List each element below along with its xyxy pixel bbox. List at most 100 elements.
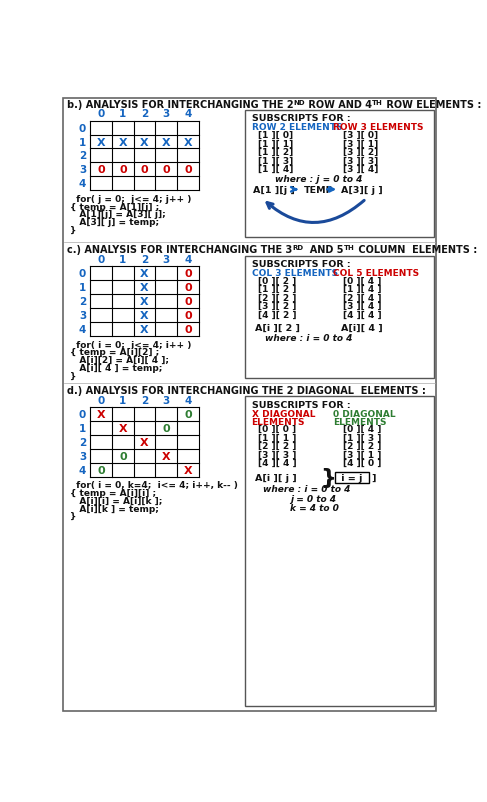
- Text: [1 ][ 4 ]: [1 ][ 4 ]: [343, 285, 381, 294]
- Text: where : i = 0 to 4: where : i = 0 to 4: [265, 334, 353, 343]
- Text: 0: 0: [79, 269, 86, 279]
- Text: }: }: [320, 468, 336, 488]
- Text: 0: 0: [119, 165, 127, 175]
- Text: [3 ][ 4]: [3 ][ 4]: [343, 164, 378, 174]
- Text: for( i = 0;  i<= 4; i++ ): for( i = 0; i<= 4; i++ ): [70, 340, 191, 349]
- Text: [1 ][ 2 ]: [1 ][ 2 ]: [258, 285, 296, 294]
- Text: 0: 0: [79, 124, 86, 134]
- Text: X: X: [97, 137, 106, 148]
- Text: 2: 2: [141, 254, 148, 265]
- Text: ]: ]: [371, 473, 375, 482]
- Text: }: }: [70, 371, 76, 380]
- Text: 1: 1: [79, 423, 86, 433]
- Text: A[1 ][j ]: A[1 ][j ]: [253, 185, 295, 195]
- Text: 4: 4: [184, 109, 192, 119]
- Text: ROW 2 ELEMENTS: ROW 2 ELEMENTS: [251, 124, 342, 132]
- Text: 2: 2: [141, 395, 148, 405]
- Text: 0: 0: [97, 109, 105, 119]
- Text: [2 ][ 4 ]: [2 ][ 4 ]: [343, 294, 381, 302]
- Text: 0: 0: [97, 395, 105, 405]
- Text: X: X: [140, 437, 149, 448]
- Bar: [335, 472, 369, 483]
- Text: }: }: [70, 512, 76, 520]
- Text: [4 ][ 4 ]: [4 ][ 4 ]: [343, 310, 382, 319]
- Text: 0: 0: [184, 165, 192, 175]
- Text: ROW ELEMENTS :: ROW ELEMENTS :: [383, 99, 482, 110]
- Text: A[i][i] = A[i][k ];: A[i][i] = A[i][k ];: [70, 496, 163, 505]
- Text: A[i][ 4 ] = temp;: A[i][ 4 ] = temp;: [70, 363, 163, 372]
- Bar: [245, 256, 433, 379]
- Text: j = 0 to 4: j = 0 to 4: [290, 494, 337, 503]
- Text: 0: 0: [97, 465, 105, 475]
- Text: 3: 3: [163, 109, 170, 119]
- Text: [3 ][ 0]: [3 ][ 0]: [343, 131, 378, 140]
- Text: 3: 3: [163, 254, 170, 265]
- Text: where : i = 0 to 4: where : i = 0 to 4: [263, 484, 351, 494]
- Text: X: X: [140, 269, 149, 279]
- Text: { temp = A[i][2] ;: { temp = A[i][2] ;: [70, 348, 159, 357]
- Text: A[i][2] = A[i][ 4 ];: A[i][2] = A[i][ 4 ];: [70, 355, 169, 365]
- Text: [1 ][ 4]: [1 ][ 4]: [258, 164, 293, 174]
- Text: 4: 4: [79, 324, 86, 334]
- Text: X: X: [140, 310, 149, 321]
- Text: 1: 1: [119, 254, 127, 265]
- Text: X DIAGONAL: X DIAGONAL: [251, 409, 315, 419]
- Text: X: X: [184, 137, 192, 148]
- Text: 0: 0: [184, 269, 192, 279]
- Text: X: X: [118, 423, 127, 433]
- Text: 0: 0: [184, 310, 192, 321]
- Text: i = j: i = j: [338, 473, 366, 482]
- Text: [2 ][ 2 ]: [2 ][ 2 ]: [258, 294, 296, 302]
- Text: 0: 0: [119, 452, 127, 461]
- Text: [3 ][ 1 ]: [3 ][ 1 ]: [343, 450, 381, 459]
- Text: { temp = A[1][j] ;: { temp = A[1][j] ;: [70, 202, 159, 212]
- Text: [3 ][ 3 ]: [3 ][ 3 ]: [258, 450, 296, 459]
- Text: TH: TH: [344, 245, 355, 251]
- Text: [4 ][ 0 ]: [4 ][ 0 ]: [343, 459, 381, 468]
- Text: ROW 3 ELEMENTS: ROW 3 ELEMENTS: [333, 124, 423, 132]
- Text: X: X: [140, 283, 149, 293]
- Text: [1 ][ 3]: [1 ][ 3]: [258, 156, 293, 165]
- Text: { temp = A[i][i] ;: { temp = A[i][i] ;: [70, 488, 156, 497]
- Text: 0: 0: [184, 410, 192, 419]
- Text: A[i][k ] = temp;: A[i][k ] = temp;: [70, 504, 159, 513]
- Text: 4: 4: [184, 395, 192, 405]
- Text: 0: 0: [163, 165, 170, 175]
- Text: A[i ][ j ]: A[i ][ j ]: [255, 473, 297, 482]
- Text: X: X: [140, 324, 149, 334]
- Text: [1 ][ 1 ]: [1 ][ 1 ]: [258, 433, 296, 442]
- Text: SUBSCRIPTS FOR :: SUBSCRIPTS FOR :: [251, 400, 350, 409]
- Text: A[i][ 4 ]: A[i][ 4 ]: [340, 323, 382, 332]
- Text: SUBSCRIPTS FOR :: SUBSCRIPTS FOR :: [251, 259, 350, 269]
- Bar: [245, 397, 433, 706]
- Text: 3: 3: [163, 395, 170, 405]
- Text: [4 ][ 4 ]: [4 ][ 4 ]: [258, 459, 297, 468]
- Text: 0: 0: [163, 423, 170, 433]
- Text: where : j = 0 to 4: where : j = 0 to 4: [275, 175, 362, 184]
- Text: 3: 3: [79, 310, 86, 321]
- Text: [3 ][ 2 ]: [3 ][ 2 ]: [258, 302, 296, 310]
- Text: [3 ][ 3]: [3 ][ 3]: [343, 156, 378, 165]
- Text: TH: TH: [373, 99, 383, 106]
- Text: COL 5 ELEMENTS: COL 5 ELEMENTS: [333, 269, 419, 277]
- Text: ELEMENTS: ELEMENTS: [251, 417, 305, 426]
- Text: AND 5: AND 5: [303, 245, 344, 255]
- Text: 1: 1: [79, 283, 86, 293]
- Text: [3 ][ 4 ]: [3 ][ 4 ]: [343, 302, 381, 310]
- Text: X: X: [140, 137, 149, 148]
- Text: 2: 2: [79, 437, 86, 448]
- Text: COL 3 ELEMENTS: COL 3 ELEMENTS: [251, 269, 337, 277]
- Text: 0: 0: [79, 410, 86, 419]
- Text: c.) ANALYSIS FOR INTERCHANGING THE 3: c.) ANALYSIS FOR INTERCHANGING THE 3: [67, 245, 292, 255]
- Text: A[1][j] = A[3][ j];: A[1][j] = A[3][ j];: [70, 210, 166, 219]
- Text: 1: 1: [79, 137, 86, 148]
- Text: ND: ND: [294, 99, 305, 106]
- Text: [0 ][ 0 ]: [0 ][ 0 ]: [258, 425, 296, 434]
- Text: 0: 0: [184, 283, 192, 293]
- Text: [1 ][ 0]: [1 ][ 0]: [258, 131, 293, 140]
- Text: [2 ][ 2 ]: [2 ][ 2 ]: [258, 442, 296, 451]
- Text: ELEMENTS: ELEMENTS: [333, 417, 386, 426]
- Text: [0 ][ 4 ]: [0 ][ 4 ]: [343, 425, 381, 434]
- Text: X: X: [97, 410, 106, 419]
- Text: 0: 0: [184, 324, 192, 334]
